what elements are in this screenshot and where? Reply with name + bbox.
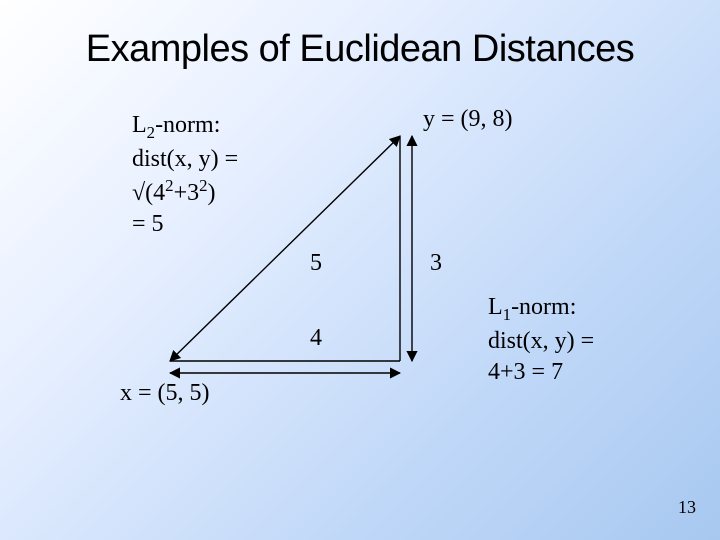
slide-title: Examples of Euclidean Distances	[0, 28, 720, 71]
l1-norm-text: L1-norm: dist(x, y) = 4+3 = 7	[488, 292, 594, 388]
page-number: 13	[678, 497, 696, 518]
hypotenuse-label: 5	[310, 250, 322, 277]
l1-sub: 1	[503, 305, 511, 324]
triangle-diagram	[170, 136, 430, 386]
l2-line3-pre: √(4	[132, 180, 165, 206]
l2-sub: 2	[147, 123, 155, 142]
l1-post: -norm:	[511, 294, 576, 320]
l1-line3: 4+3 = 7	[488, 359, 563, 385]
vertical-label: 3	[430, 250, 442, 277]
l1-L: L	[488, 294, 503, 320]
hypotenuse-line	[170, 136, 400, 361]
l2-line4: = 5	[132, 211, 164, 237]
l1-line2: dist(x, y) =	[488, 328, 594, 354]
horizontal-label: 4	[310, 325, 322, 352]
l2-post: -norm:	[155, 112, 220, 138]
y-label: y = (9, 8)	[423, 106, 513, 133]
x-label: x = (5, 5)	[120, 380, 210, 407]
l2-L: L	[132, 112, 147, 138]
